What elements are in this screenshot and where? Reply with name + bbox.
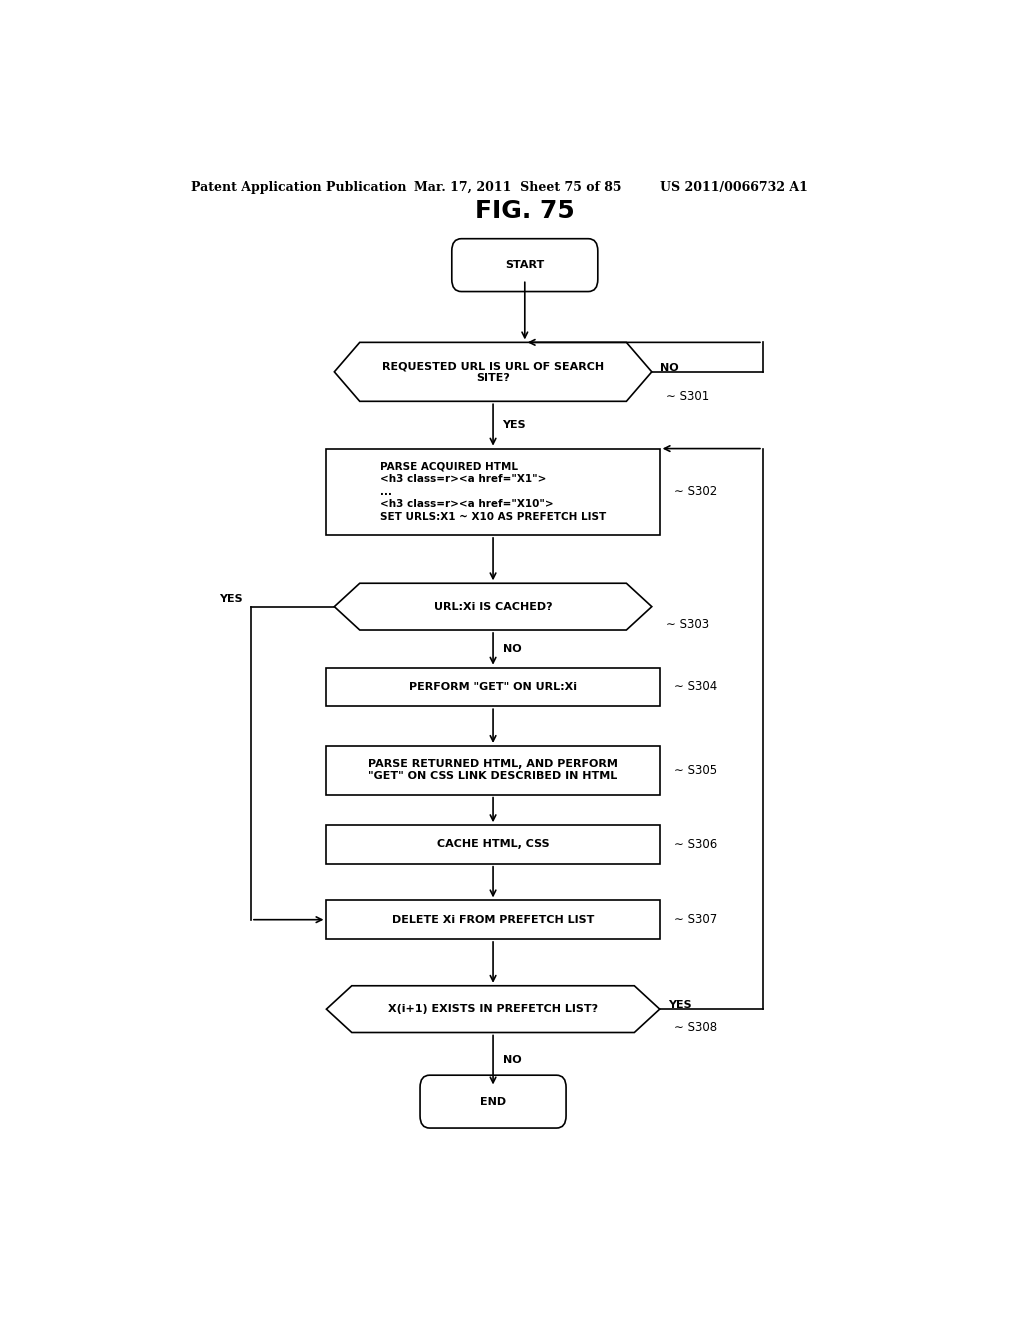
- Text: Patent Application Publication: Patent Application Publication: [191, 181, 407, 194]
- Text: ∼ S306: ∼ S306: [674, 838, 717, 851]
- Text: X(i+1) EXISTS IN PREFETCH LIST?: X(i+1) EXISTS IN PREFETCH LIST?: [388, 1005, 598, 1014]
- Bar: [327, 825, 659, 863]
- Text: US 2011/0066732 A1: US 2011/0066732 A1: [659, 181, 808, 194]
- Text: YES: YES: [503, 420, 526, 430]
- Text: ∼ S307: ∼ S307: [674, 913, 717, 927]
- Text: FIG. 75: FIG. 75: [475, 199, 574, 223]
- Text: PARSE ACQUIRED HTML
<h3 class=r><a href="X1">
...
<h3 class=r><a href="X10">
SET: PARSE ACQUIRED HTML <h3 class=r><a href=…: [380, 462, 606, 521]
- FancyBboxPatch shape: [420, 1076, 566, 1129]
- Text: Mar. 17, 2011  Sheet 75 of 85: Mar. 17, 2011 Sheet 75 of 85: [414, 181, 622, 194]
- Bar: [327, 449, 659, 535]
- Polygon shape: [334, 583, 652, 630]
- Text: YES: YES: [668, 1001, 691, 1010]
- Text: PERFORM "GET" ON URL:Xi: PERFORM "GET" ON URL:Xi: [409, 682, 578, 692]
- Text: REQUESTED URL IS URL OF SEARCH
SITE?: REQUESTED URL IS URL OF SEARCH SITE?: [382, 362, 604, 383]
- Text: ∼ S304: ∼ S304: [674, 680, 717, 693]
- Text: PARSE RETURNED HTML, AND PERFORM
"GET" ON CSS LINK DESCRIBED IN HTML: PARSE RETURNED HTML, AND PERFORM "GET" O…: [368, 759, 618, 781]
- Text: YES: YES: [219, 594, 243, 603]
- Bar: [327, 668, 659, 706]
- Text: NO: NO: [503, 1055, 521, 1065]
- Text: URL:Xi IS CACHED?: URL:Xi IS CACHED?: [434, 602, 552, 611]
- Text: ∼ S301: ∼ S301: [666, 389, 710, 403]
- Text: ∼ S302: ∼ S302: [674, 486, 717, 498]
- Text: ∼ S303: ∼ S303: [666, 619, 710, 631]
- Text: END: END: [480, 1097, 506, 1106]
- Bar: [327, 900, 659, 939]
- Text: CACHE HTML, CSS: CACHE HTML, CSS: [437, 840, 549, 850]
- Text: ∼ S308: ∼ S308: [674, 1020, 717, 1034]
- FancyBboxPatch shape: [452, 239, 598, 292]
- Text: START: START: [505, 260, 545, 271]
- Text: NO: NO: [503, 644, 521, 653]
- Bar: [327, 746, 659, 795]
- Text: NO: NO: [659, 363, 678, 372]
- Polygon shape: [334, 342, 652, 401]
- Text: DELETE Xi FROM PREFETCH LIST: DELETE Xi FROM PREFETCH LIST: [392, 915, 594, 925]
- Polygon shape: [327, 986, 659, 1032]
- Text: ∼ S305: ∼ S305: [674, 764, 717, 776]
